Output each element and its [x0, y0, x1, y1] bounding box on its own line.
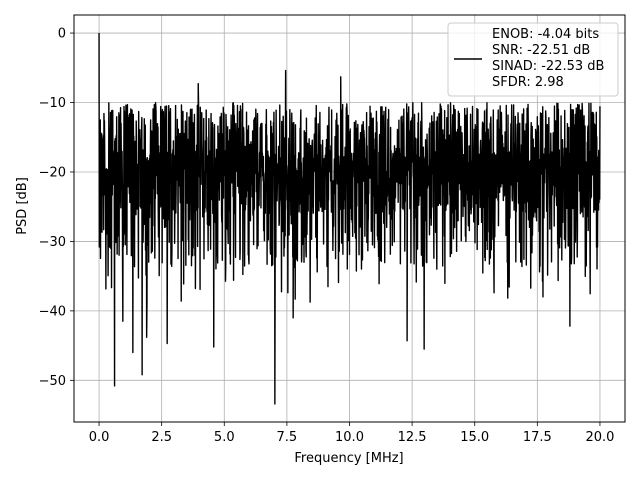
x-tick-label: 17.5	[523, 430, 552, 445]
legend-box	[447, 22, 619, 97]
x-tick-label: 15.0	[460, 430, 489, 445]
x-tick-label: 5.0	[214, 430, 235, 445]
legend-text-line: ENOB: -4.04 bits	[492, 27, 599, 42]
x-axis: 0.0 2.5 5.0 7.5 10.0 12.5 15.0 17.5 20.0	[89, 422, 614, 445]
legend-text-line: SINAD: -22.53 dB	[492, 59, 604, 74]
x-tick-label: 12.5	[398, 430, 427, 445]
psd-series	[98, 33, 601, 405]
y-tick-label: −40	[39, 304, 66, 319]
y-tick-label: −10	[39, 96, 66, 111]
x-axis-label: Frequency [MHz]	[294, 451, 403, 466]
x-tick-label: 20.0	[585, 430, 614, 445]
x-tick-label: 10.0	[335, 430, 364, 445]
legend-text-line: SNR: -22.51 dB	[492, 43, 590, 58]
y-tick-label: −30	[39, 235, 66, 250]
x-tick-label: 7.5	[277, 430, 298, 445]
y-axis: 0 −10 −20 −30 −40 −50	[39, 27, 74, 389]
y-tick-label: 0	[58, 27, 66, 42]
y-axis-label: PSD [dB]	[15, 177, 30, 235]
y-tick-label: −50	[39, 374, 66, 389]
y-tick-label: −20	[39, 165, 66, 180]
x-tick-label: 0.0	[89, 430, 110, 445]
legend-series-label: ENOB: -4.04 bits SNR: -22.51 dB SINAD: -22…	[492, 27, 604, 90]
legend-text-line: SFDR: 2.98	[492, 75, 564, 90]
legend: ENOB: -4.04 bits SNR: -22.51 dB SINAD: -22…	[447, 22, 619, 97]
psd-line	[98, 33, 601, 405]
x-tick-label: 2.5	[151, 430, 172, 445]
